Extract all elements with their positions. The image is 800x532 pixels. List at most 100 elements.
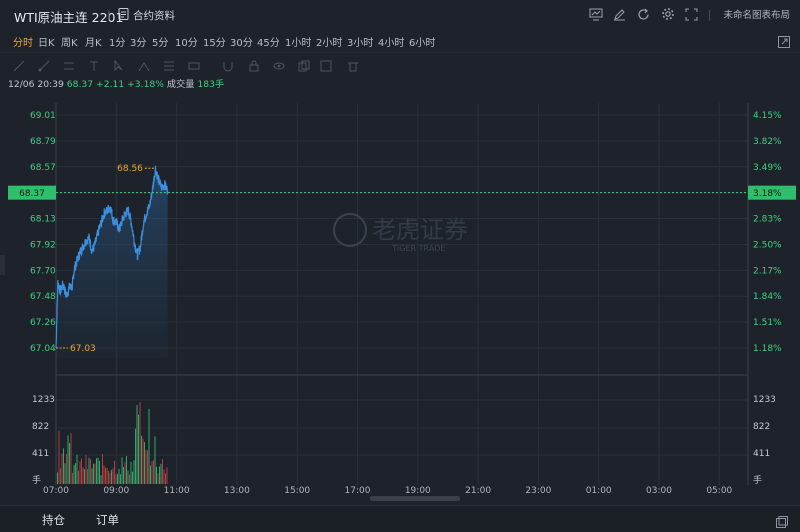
- cursor-tool-icon[interactable]: [113, 57, 125, 72]
- volume-tick-label: 1233: [32, 395, 55, 405]
- volume-bar: [136, 405, 138, 484]
- volume-bar: [111, 469, 112, 484]
- volume-bar: [124, 462, 126, 484]
- period-tab[interactable]: 分时: [13, 38, 33, 49]
- time-tick-label: 11:00: [164, 486, 190, 495]
- period-tab[interactable]: 月K: [85, 38, 102, 49]
- expand-icon[interactable]: [778, 33, 792, 48]
- price-chart[interactable]: 老虎证券 TIGER TRADE 69.01 68.79 68.57 68.13 67.…: [0, 95, 800, 495]
- volume-bar: [112, 468, 114, 484]
- volume-bar: [66, 454, 67, 484]
- copy-icon[interactable]: [298, 57, 310, 72]
- magnet-icon[interactable]: [222, 57, 234, 72]
- volume-bar: [144, 442, 145, 484]
- period-tab[interactable]: 10分: [175, 38, 198, 49]
- fullscreen-icon[interactable]: [684, 6, 700, 22]
- volume-bar: [90, 459, 91, 484]
- volume-bar: [157, 473, 159, 484]
- drawing-toolbar: [0, 52, 800, 73]
- price-tick-label: 67.04: [30, 344, 56, 354]
- edit-icon[interactable]: [612, 6, 628, 22]
- time-tick-label: 09:00: [103, 486, 129, 495]
- volume-bar: [84, 469, 85, 484]
- volume-bar: [118, 468, 120, 484]
- time-tick-label: 07:00: [43, 486, 69, 495]
- volume-bar: [61, 453, 63, 484]
- volume-bar: [142, 438, 144, 484]
- contract-info-link[interactable]: 合约资料: [118, 8, 175, 23]
- time-tick-label: 13:00: [224, 486, 250, 495]
- period-bar: 分时 日K 周K 月K 1分 3分 5分 10分 15分 30分 45分 1小时…: [0, 30, 800, 50]
- current-pct-badge: [748, 185, 796, 200]
- panel-resize-handle[interactable]: [0, 255, 5, 275]
- fib-tool-icon[interactable]: [163, 57, 175, 71]
- volume-bar: [81, 458, 82, 484]
- price-tick-label: 68.79: [30, 137, 56, 147]
- layout-name-selector[interactable]: 未命名图表布局: [723, 10, 790, 21]
- page-title: WTI原油主连 2201: [14, 10, 124, 25]
- quote-datetime: 12/06 20:39: [8, 79, 64, 90]
- price-tick-label: 67.26: [30, 318, 56, 328]
- volume-bar: [126, 456, 127, 484]
- line-tool-icon[interactable]: [13, 57, 25, 72]
- volume-bar: [147, 450, 148, 484]
- volume-bar: [76, 454, 78, 484]
- volume-bar: [82, 467, 84, 484]
- tab-positions[interactable]: 持仓: [42, 513, 65, 527]
- period-tab[interactable]: 15分: [203, 38, 226, 49]
- volume-bar: [151, 461, 153, 484]
- volume-bar: [154, 436, 156, 484]
- chart-scrollbar[interactable]: [370, 496, 460, 501]
- watermark: 老虎证券 TIGER TRADE: [333, 213, 468, 253]
- popout-icon[interactable]: [776, 513, 788, 528]
- volume-bar: [133, 460, 135, 484]
- pct-tick-label: 2.83%: [753, 215, 782, 225]
- pct-tick-label: 1.18%: [753, 344, 782, 354]
- lock-icon[interactable]: [248, 57, 260, 72]
- watermark-text: 老虎证券: [372, 216, 468, 244]
- period-tab[interactable]: 30分: [230, 38, 253, 49]
- volume-tick-label: 411: [32, 449, 49, 459]
- volume-bar: [148, 408, 150, 484]
- volume-bar: [97, 457, 99, 484]
- current-pct-value: 3.18%: [753, 189, 782, 199]
- document-icon: [118, 8, 129, 23]
- period-tab[interactable]: 5分: [152, 38, 169, 49]
- volume-bar: [105, 467, 106, 484]
- gear-icon[interactable]: [660, 6, 676, 22]
- pitchfork-tool-icon[interactable]: [138, 57, 150, 72]
- period-tab[interactable]: 45分: [257, 38, 280, 49]
- period-tab[interactable]: 1小时: [285, 38, 312, 49]
- group-icon[interactable]: [320, 57, 332, 72]
- eye-icon[interactable]: [273, 57, 285, 70]
- watermark-subtext: TIGER TRADE: [391, 244, 445, 253]
- text-tool-icon[interactable]: [88, 57, 100, 71]
- period-tab[interactable]: 3分: [130, 38, 147, 49]
- divider: |: [107, 8, 111, 21]
- volume-bar: [165, 473, 166, 484]
- pct-tick-label: 3.82%: [753, 137, 782, 147]
- refresh-icon[interactable]: [636, 6, 652, 22]
- quote-change-pct: +3.18%: [127, 79, 164, 90]
- trash-icon[interactable]: [347, 57, 359, 72]
- time-tick-label: 01:00: [586, 486, 612, 495]
- volume-bar: [96, 458, 97, 484]
- channel-tool-icon[interactable]: [63, 57, 75, 70]
- volume-bar: [102, 454, 103, 484]
- screen-icon[interactable]: [588, 6, 604, 22]
- period-tab[interactable]: 4小时: [378, 38, 405, 49]
- volume-bar: [135, 428, 136, 484]
- period-tab[interactable]: 6小时: [409, 38, 436, 49]
- period-tab[interactable]: 3小时: [347, 38, 374, 49]
- period-tab[interactable]: 1分: [109, 38, 126, 49]
- tab-orders[interactable]: 订单: [96, 513, 119, 527]
- period-tab[interactable]: 日K: [38, 38, 55, 49]
- ray-tool-icon[interactable]: [38, 57, 50, 72]
- volume-bar: [114, 460, 115, 484]
- period-tab[interactable]: 2小时: [316, 38, 343, 49]
- pct-tick-label: 1.84%: [753, 292, 782, 302]
- measure-tool-icon[interactable]: [188, 57, 200, 70]
- volume-bar: [138, 414, 139, 484]
- period-tab[interactable]: 周K: [61, 38, 78, 49]
- volume-bar: [166, 467, 168, 484]
